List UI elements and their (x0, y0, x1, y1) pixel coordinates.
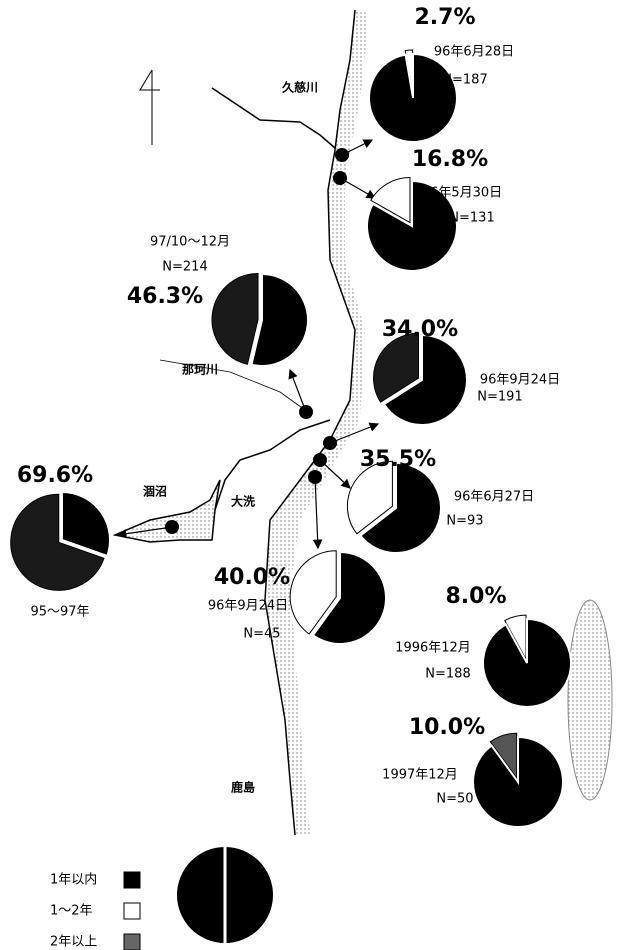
pie-slice (489, 732, 518, 780)
date-label: 96年9月24日 (208, 599, 288, 614)
coastline (264, 9, 356, 836)
sample-size: N=93 (446, 514, 483, 529)
pie-rest (366, 179, 458, 272)
lake (112, 479, 221, 543)
sites (165, 148, 349, 534)
river (159, 359, 306, 411)
pie-slice (211, 273, 259, 365)
place-name: 涸沼 (143, 485, 167, 499)
legend-label: 1～2年 (50, 904, 93, 919)
date-label: 96年6月27日 (454, 490, 534, 505)
pie-slice (10, 493, 105, 591)
percent-label: 2.7% (414, 5, 475, 30)
date-label: 96年5月30日 (422, 186, 502, 201)
pie-slice (504, 614, 527, 660)
percent-label: 16.8% (412, 147, 488, 172)
sample-size: N=188 (425, 667, 470, 682)
pie-rest (359, 461, 442, 554)
date-label: 96年6月28日 (434, 45, 514, 60)
percent-label: 46.3% (127, 284, 203, 309)
legend-swatch (123, 871, 141, 889)
north-arrow (139, 69, 160, 145)
percent-label: 69.6% (17, 463, 93, 488)
river (214, 419, 331, 511)
pie-rest (311, 550, 387, 645)
sample-size: N=187 (442, 73, 487, 88)
place-name: 那珂川 (182, 363, 218, 377)
pie-rest (368, 52, 458, 143)
percent-label: 35.5% (360, 447, 436, 472)
place-name: 鹿島 (231, 780, 255, 795)
pie-slice (373, 332, 419, 403)
offshore-area (567, 599, 613, 801)
sample-size: N=131 (449, 211, 494, 226)
date-label: 96年9月24日 (480, 373, 560, 388)
date-label: 95～97年 (30, 605, 89, 620)
pie-rest (61, 490, 111, 558)
pie-slice (346, 460, 393, 535)
coast-band (265, 10, 368, 835)
date-label: 1997年12月 (382, 768, 458, 783)
percent-label: 40.0% (214, 565, 290, 590)
legend-label: 1年以内 (50, 872, 97, 888)
date-label: 97/10～12月 (150, 235, 230, 250)
pie-rest (382, 333, 468, 426)
sample-size: N=214 (162, 260, 207, 275)
place-name: 久慈川 (282, 80, 318, 95)
percent-label: 8.0% (445, 584, 506, 609)
pie-slice (289, 550, 337, 635)
sample-size: N=45 (243, 627, 280, 642)
place-name: 大洗 (231, 494, 255, 509)
date-label: 1996年12月 (395, 641, 471, 656)
percent-label: 34.0% (382, 317, 458, 342)
legend-swatch (123, 902, 141, 920)
pie-rest (250, 272, 309, 367)
pie-slice (370, 177, 411, 224)
sample-size: N=50 (436, 792, 473, 807)
pie-rest (482, 617, 572, 708)
percent-label: 10.0% (409, 715, 485, 740)
legend-label: 2年以上 (50, 935, 97, 950)
pie-rest (472, 735, 564, 828)
river (211, 87, 336, 149)
legend-swatch (123, 933, 141, 950)
sample-size: N=191 (477, 390, 522, 405)
